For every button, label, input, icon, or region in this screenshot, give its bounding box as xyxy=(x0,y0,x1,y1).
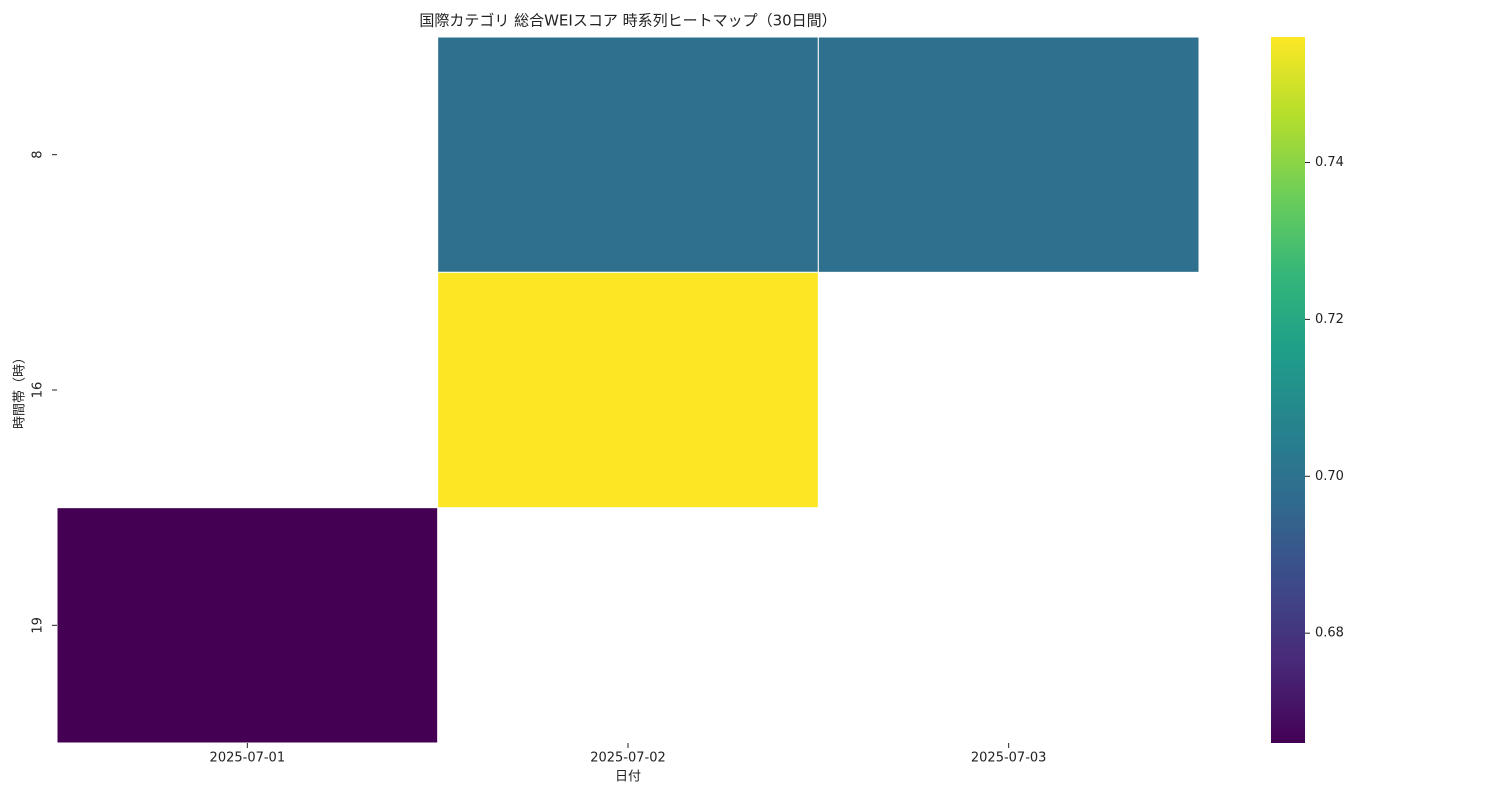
chart-title: 国際カテゴリ 総合WEIスコア 時系列ヒートマップ（30日間） xyxy=(419,12,836,30)
x-tick-label: 2025-07-01 xyxy=(210,751,286,766)
y-axis-label: 時間帯（時） xyxy=(13,351,28,429)
colorbar xyxy=(1271,37,1305,743)
heatmap-cell xyxy=(817,36,1200,273)
colorbar-tick-label: 0.72 xyxy=(1315,312,1344,327)
heatmap-cell xyxy=(56,507,439,744)
colorbar-tick-label: 0.74 xyxy=(1315,155,1344,170)
heatmap-cell xyxy=(437,271,819,509)
heatmap-cell xyxy=(437,36,819,273)
colorbar-tick-label: 0.68 xyxy=(1315,626,1344,641)
x-tick-label: 2025-07-03 xyxy=(971,751,1047,766)
x-tick-label: 2025-07-02 xyxy=(590,751,666,766)
y-tick-label: 19 xyxy=(31,617,46,634)
y-tick-label: 16 xyxy=(31,382,46,399)
colorbar-tick-label: 0.70 xyxy=(1315,469,1344,484)
x-axis-label: 日付 xyxy=(615,770,641,785)
y-tick-label: 8 xyxy=(31,151,46,159)
